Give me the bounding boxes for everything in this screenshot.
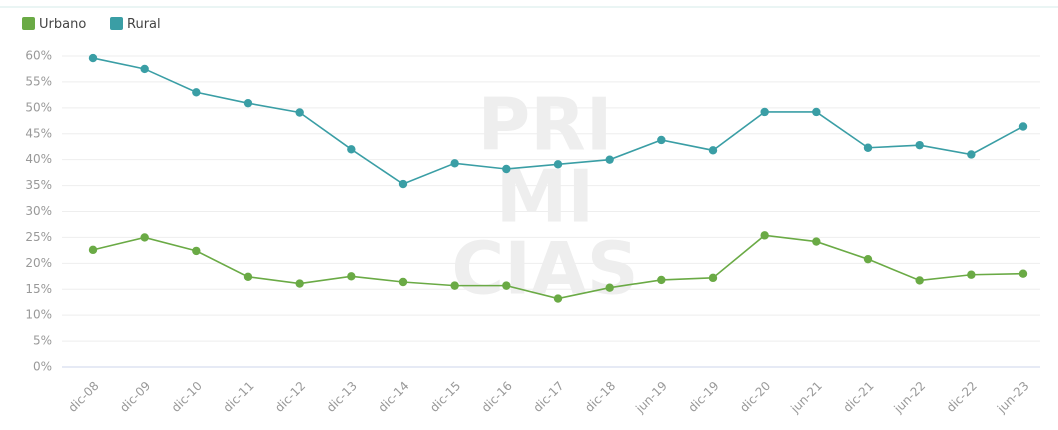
x-tick-label: jun-21 [787, 379, 825, 417]
y-tick-label: 35% [25, 178, 52, 192]
y-tick-label: 45% [25, 126, 52, 140]
data-point [243, 98, 253, 108]
data-point [192, 246, 201, 256]
x-tick-label: dic-20 [737, 379, 773, 415]
data-point [398, 277, 408, 287]
data-point [140, 233, 149, 242]
legend-label: Urbano [39, 17, 86, 32]
data-point [760, 231, 769, 240]
legend: Urbano Rural [22, 17, 161, 32]
data-point [88, 53, 98, 63]
legend-label: Rural [127, 17, 161, 32]
y-tick-label: 15% [25, 282, 52, 296]
y-tick-label: 25% [25, 230, 52, 244]
data-point [708, 146, 718, 155]
y-tick-label: 50% [25, 100, 52, 114]
x-tick-label: dic-08 [65, 379, 101, 415]
data-point [347, 272, 356, 281]
x-tick-label: dic-09 [117, 379, 153, 415]
data-point [967, 270, 976, 279]
legend-swatch [110, 17, 123, 30]
data-point [863, 254, 873, 264]
data-point [708, 273, 718, 283]
data-point [192, 88, 201, 97]
data-point [450, 159, 459, 168]
data-point [915, 276, 924, 285]
y-tick-label: 30% [25, 204, 52, 218]
x-tick-label: dic-22 [944, 379, 980, 415]
data-point [812, 237, 821, 246]
x-tick-label: jun-19 [632, 379, 670, 417]
y-tick-label: 0% [33, 360, 52, 374]
data-point [605, 283, 614, 292]
x-tick-label: dic-18 [582, 379, 618, 415]
watermark-text: PRI [478, 83, 613, 167]
x-tick-label: dic-12 [272, 379, 308, 415]
data-point [812, 107, 821, 117]
data-point [502, 281, 511, 290]
data-point [347, 145, 356, 154]
data-point [450, 281, 459, 290]
y-tick-label: 60% [25, 49, 52, 63]
data-point [88, 245, 98, 255]
data-point [1018, 269, 1028, 278]
y-tick-label: 5% [33, 334, 52, 348]
y-tick-label: 10% [25, 308, 52, 322]
x-tick-label: dic-11 [220, 379, 256, 415]
data-point [243, 272, 253, 282]
data-point [657, 275, 666, 285]
legend-swatch [22, 17, 35, 30]
x-tick-label: dic-14 [375, 379, 411, 415]
data-point [398, 179, 408, 189]
data-point [760, 107, 769, 117]
watermark-text: CIAS [451, 227, 638, 311]
x-tick-label: dic-19 [685, 379, 721, 415]
data-point [553, 160, 563, 169]
x-tick-label: dic-17 [530, 379, 566, 415]
y-tick-label: 55% [25, 74, 52, 88]
data-point [1018, 122, 1028, 131]
data-point [295, 279, 304, 288]
plot [88, 53, 1028, 303]
data-point [863, 143, 873, 152]
x-tick-label: dic-16 [479, 379, 515, 415]
x-tick-label: jun-22 [891, 379, 929, 417]
y-tick-label: 20% [25, 256, 52, 270]
x-tick-label: dic-21 [840, 379, 876, 415]
y-tick-label: 40% [25, 152, 52, 166]
x-tick-label: dic-15 [427, 379, 463, 415]
data-point [502, 164, 511, 174]
x-tick-label: dic-10 [169, 379, 205, 415]
data-point [605, 155, 614, 164]
data-point [915, 140, 924, 150]
data-point [967, 150, 976, 159]
data-point [140, 64, 149, 74]
data-point [553, 294, 563, 303]
data-point [657, 135, 666, 145]
x-tick-label: dic-13 [324, 379, 360, 415]
data-point [295, 108, 304, 117]
x-tick-label: jun-23 [994, 379, 1032, 417]
